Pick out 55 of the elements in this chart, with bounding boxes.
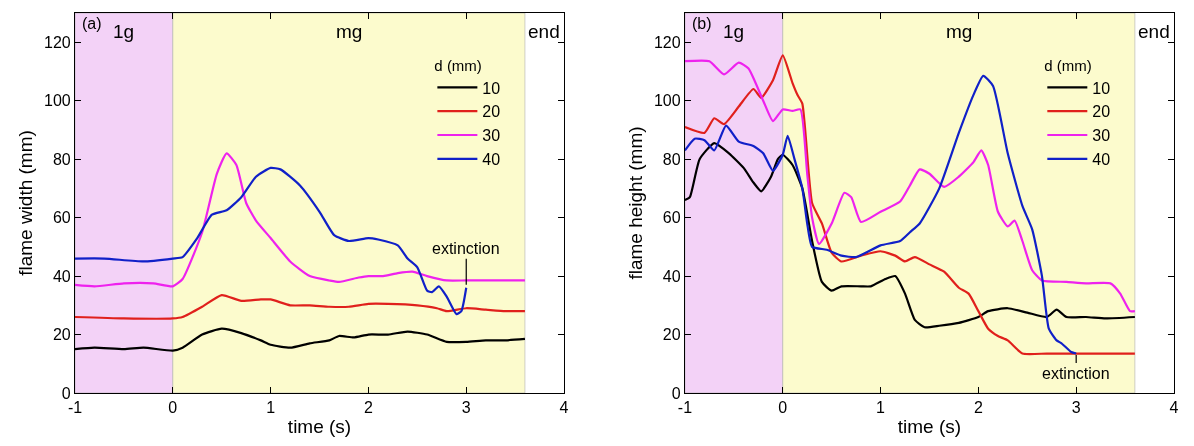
y-tick-label: 20 [662, 326, 681, 344]
y-tick-label: 80 [52, 150, 71, 168]
legend-label: 40 [482, 151, 501, 169]
x-tick-label: 2 [973, 399, 983, 417]
band-label: mg [336, 21, 363, 42]
line-series [684, 74, 1078, 355]
y-tick-label: 60 [52, 209, 71, 227]
y-tick-label: 80 [662, 150, 681, 168]
annotation: end [528, 21, 560, 42]
legend-label: 10 [1092, 79, 1111, 97]
y-axis-title: flame height (mm) [624, 126, 646, 280]
legend-label: 30 [1092, 127, 1111, 145]
x-tick-label: 3 [461, 399, 471, 417]
x-tick-label: 1 [266, 399, 276, 417]
y-tick-label: 40 [52, 267, 71, 285]
legend-label: 20 [482, 103, 501, 121]
y-tick-label: 40 [662, 267, 681, 285]
legend-title: d (mm) [1044, 56, 1092, 74]
band-label: mg [946, 21, 973, 42]
y-tick-label: 120 [653, 33, 681, 51]
band-label: 1g [113, 21, 135, 42]
x-tick-label: 1 [876, 399, 886, 417]
annotation: extinction [432, 240, 500, 257]
annotation: extinction [1042, 365, 1110, 382]
legend-label: 30 [482, 127, 501, 145]
legend-label: 10 [482, 79, 501, 97]
y-tick-label: 100 [653, 92, 681, 110]
line-series [75, 152, 527, 288]
x-axis-title: time (s) [897, 416, 962, 438]
x-tick-label: -1 [67, 399, 83, 417]
line-series [684, 59, 1136, 313]
x-tick-label: 4 [1169, 399, 1179, 417]
annotation: (b) [692, 15, 712, 32]
x-tick-label: 3 [1071, 399, 1081, 417]
y-tick-label: 100 [44, 92, 71, 110]
annotation: end [1138, 21, 1170, 42]
y-tick-label: 20 [52, 326, 71, 344]
line-series [684, 54, 1136, 356]
x-tick-label: 2 [363, 399, 373, 417]
band-label: 1g [723, 21, 745, 42]
x-tick-label: 4 [559, 399, 569, 417]
x-axis-title: time (s) [287, 416, 352, 438]
annotation: (a) [82, 15, 102, 32]
line-series [75, 293, 527, 320]
y-tick-label: 120 [44, 33, 71, 51]
x-tick-label: -1 [677, 399, 693, 417]
y-tick-label: 0 [61, 384, 71, 402]
y-tick-label: 60 [662, 209, 681, 227]
y-axis-title: flame width (mm) [14, 130, 36, 276]
y-tick-label: 0 [671, 384, 681, 402]
legend-label: 40 [1092, 151, 1111, 169]
legend-title: d (mm) [434, 56, 482, 74]
legend-label: 20 [1092, 103, 1111, 121]
x-tick-label: 0 [778, 399, 788, 417]
x-tick-label: 0 [168, 399, 178, 417]
